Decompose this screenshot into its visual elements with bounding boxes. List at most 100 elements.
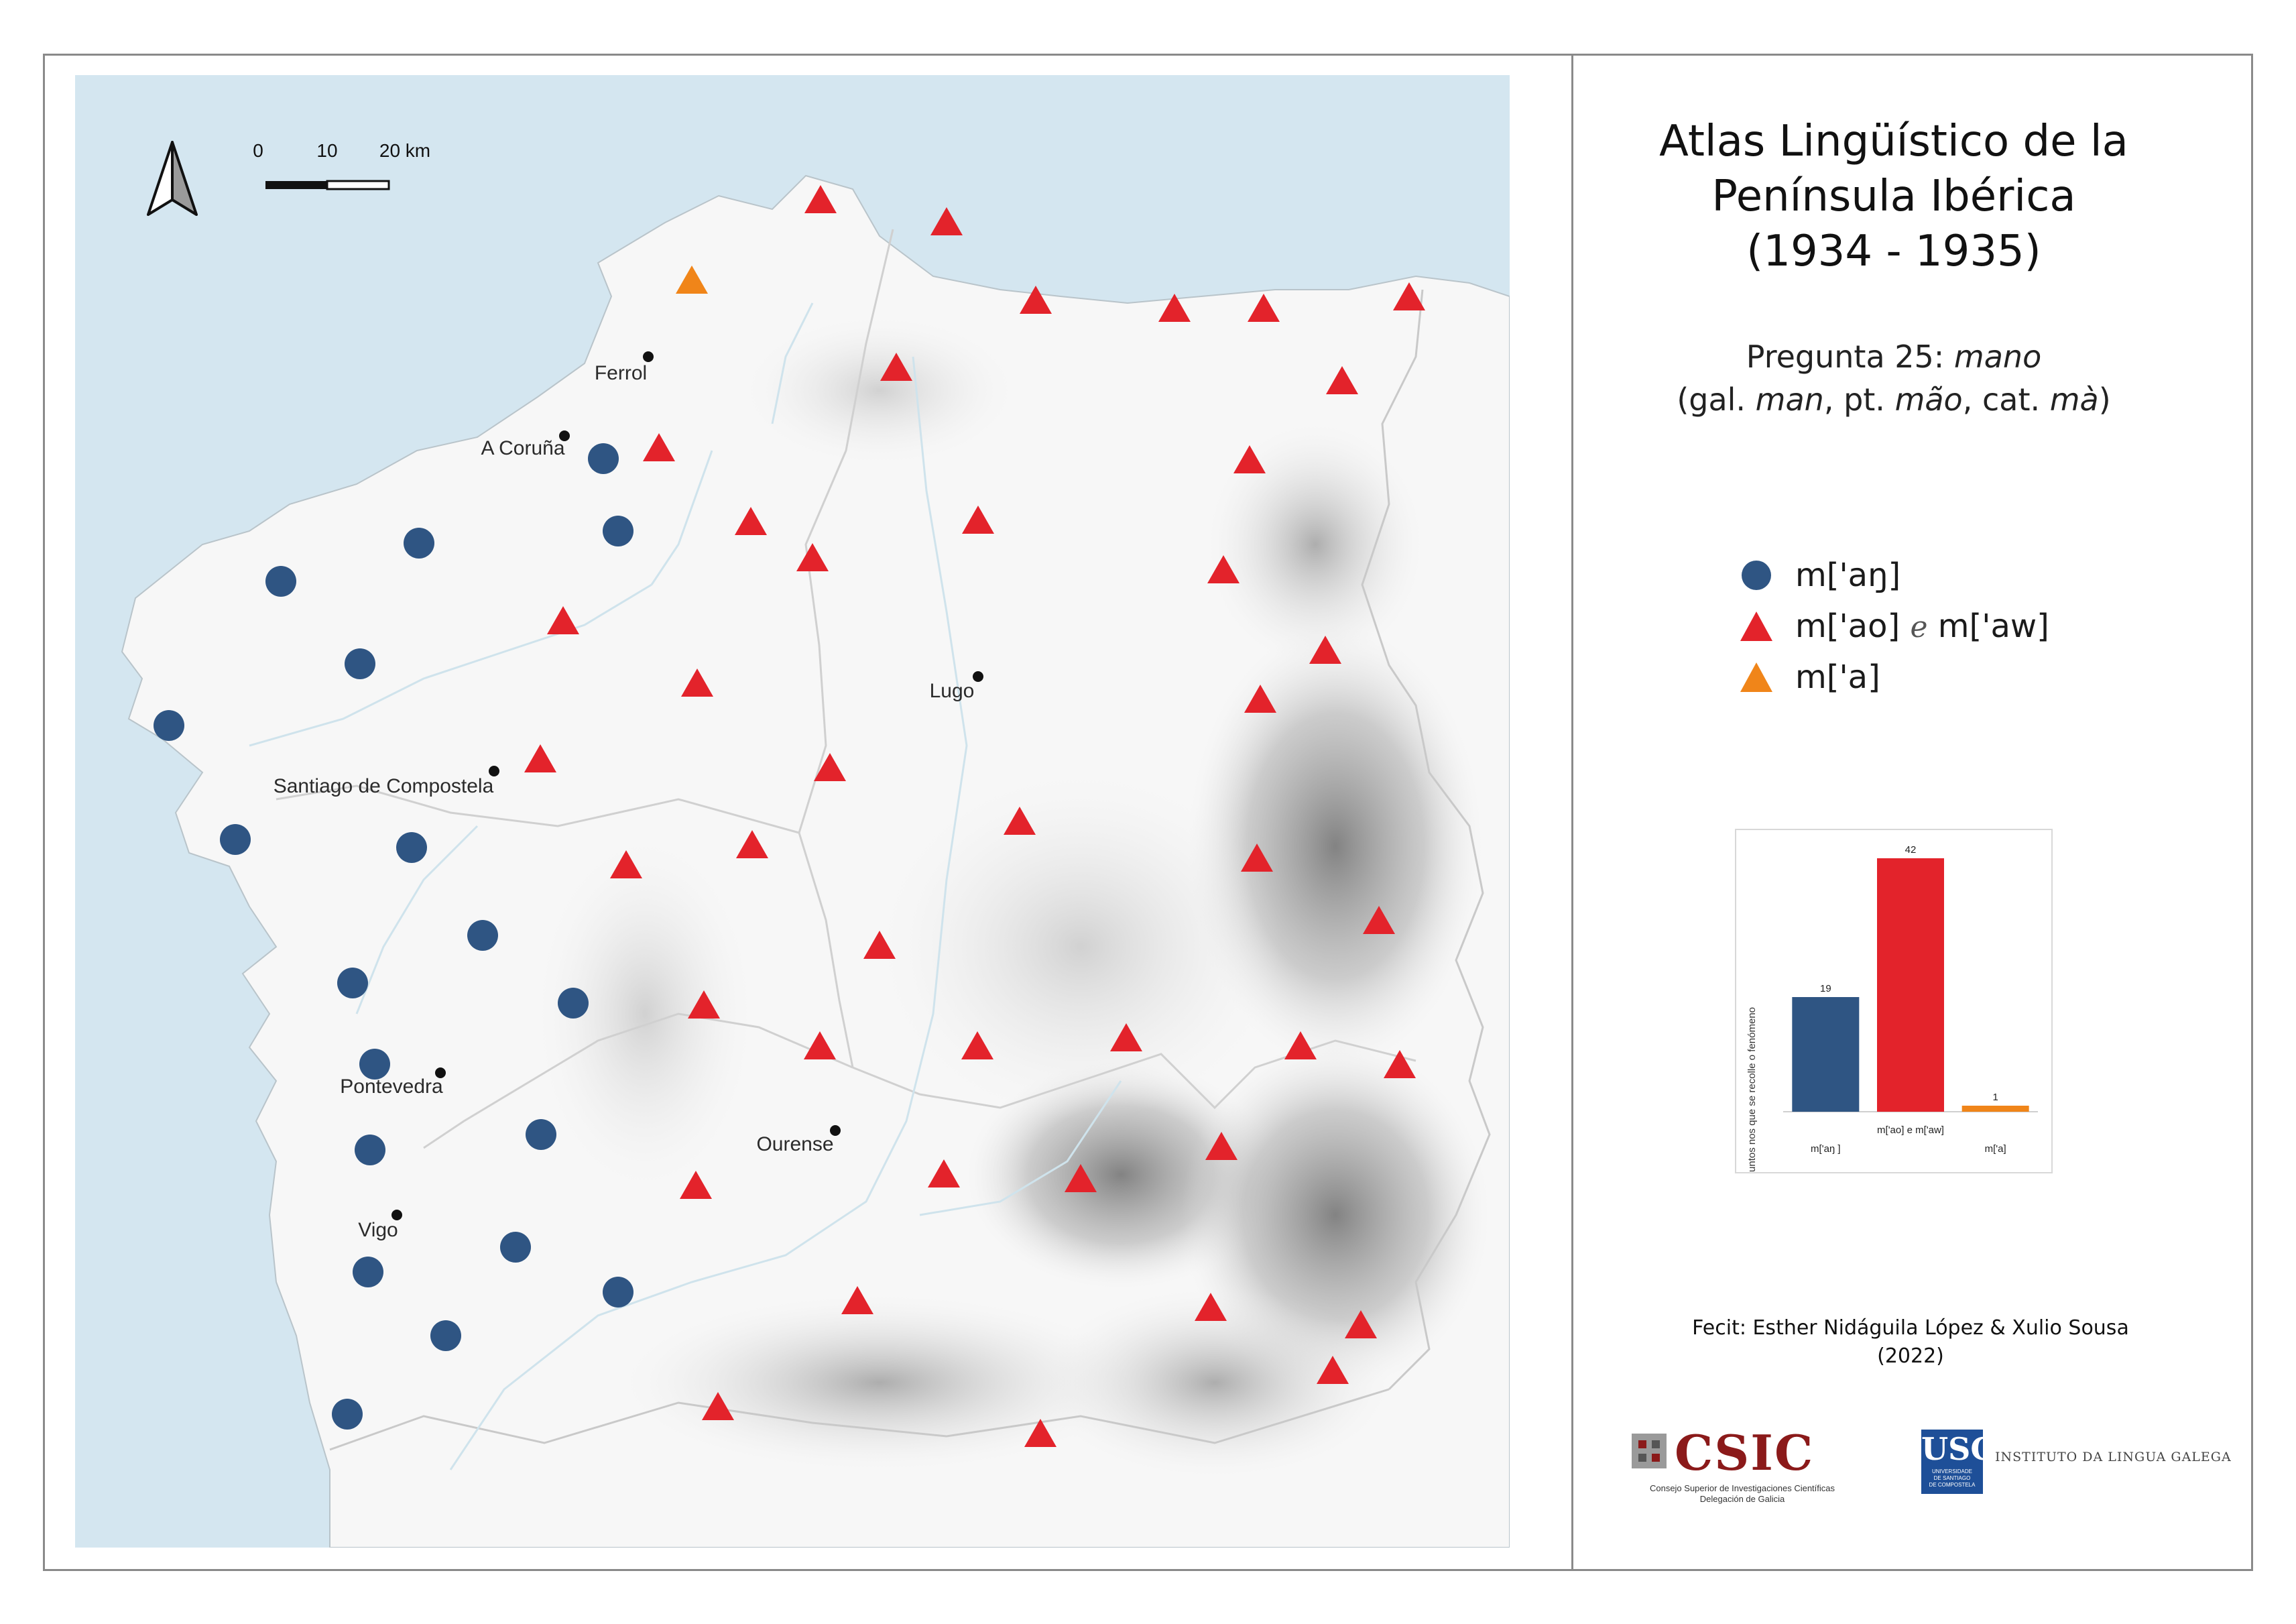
point-triangle-red[interactable] [1317, 1355, 1349, 1384]
point-triangle-red[interactable] [643, 432, 675, 461]
chart-bar [1792, 997, 1860, 1112]
point-triangle-red[interactable] [680, 1170, 712, 1199]
point-triangle-red[interactable] [804, 184, 837, 213]
point-triangle-red[interactable] [1158, 293, 1191, 322]
map-svg: 0 10 20 km Ferrol A Coruña Lugo Santiago… [75, 75, 1510, 1548]
point-circle[interactable] [154, 710, 184, 741]
point-triangle-red[interactable] [1393, 282, 1425, 310]
point-triangle-red[interactable] [814, 752, 846, 781]
point-triangle-red[interactable] [1384, 1049, 1416, 1078]
survey-points [154, 184, 1425, 1447]
point-circle[interactable] [404, 528, 434, 559]
point-circle[interactable] [500, 1232, 531, 1263]
point-triangle-red[interactable] [610, 850, 642, 878]
point-triangle-red[interactable] [1345, 1310, 1377, 1338]
point-circle[interactable] [337, 968, 368, 998]
point-triangle-red[interactable] [1241, 843, 1273, 872]
point-circle[interactable] [558, 988, 589, 1019]
point-triangle-red[interactable] [1248, 293, 1280, 322]
point-circle[interactable] [526, 1119, 556, 1150]
point-triangle-red[interactable] [688, 990, 720, 1019]
city-label-pontevedra: Pontevedra [340, 1076, 443, 1098]
point-circle[interactable] [588, 443, 619, 474]
city-label-a-coruna: A Coruña [481, 437, 564, 459]
point-triangle-red[interactable] [1065, 1163, 1097, 1192]
point-triangle-orange[interactable] [676, 265, 708, 294]
point-triangle-red[interactable] [547, 605, 579, 634]
chart-value-label: 42 [1905, 844, 1917, 856]
ilg-wordmark: INSTITUTO DA LINGUA GALEGA [1995, 1450, 2232, 1464]
point-triangle-red[interactable] [1024, 1418, 1056, 1447]
point-triangle-red[interactable] [736, 829, 768, 858]
point-triangle-red[interactable] [962, 505, 994, 534]
point-triangle-red[interactable] [930, 207, 963, 235]
credit-authors: Fecit: Esther Nidáguila López & Xulio So… [1692, 1316, 2129, 1340]
chart-bar [1961, 1106, 2029, 1112]
point-triangle-red[interactable] [928, 1159, 960, 1187]
csic-wordmark: CSIC [1675, 1424, 1815, 1481]
legend: m['aŋ] m['ao] e m['aw] m['a] [1736, 550, 2112, 703]
point-triangle-red[interactable] [1205, 1131, 1237, 1160]
blue-circle-icon [1736, 555, 1776, 595]
point-triangle-red[interactable] [1207, 555, 1240, 583]
legend-row-orange-triangle: m['a] [1736, 652, 2112, 703]
point-circle[interactable] [220, 824, 251, 855]
title-line-3: (1934 - 1935) [1746, 227, 2041, 276]
point-triangle-red[interactable] [702, 1391, 734, 1420]
point-triangle-red[interactable] [804, 1031, 836, 1059]
chart-ylabel: Puntos nos que se recolle o fenómeno [1746, 1007, 1758, 1172]
point-triangle-red[interactable] [1363, 905, 1395, 934]
point-circle[interactable] [345, 648, 375, 679]
legend-label-red-triangle: m['ao] e m['aw] [1795, 607, 2049, 645]
point-triangle-red[interactable] [1284, 1031, 1317, 1059]
point-circle[interactable] [265, 566, 296, 597]
point-triangle-red[interactable] [1233, 445, 1266, 473]
orange-triangle-icon [1736, 657, 1776, 697]
point-circle[interactable] [603, 1277, 633, 1308]
north-arrow-icon [147, 141, 198, 216]
chart-value-label: 1 [1992, 1092, 1998, 1103]
point-triangle-red[interactable] [1110, 1023, 1142, 1051]
csic-logo[interactable]: CSIC Consejo Superior de Investigaciones… [1622, 1424, 1844, 1509]
point-circle[interactable] [332, 1399, 363, 1430]
point-triangle-red[interactable] [863, 930, 896, 959]
gloss-pt-sep: , pt. [1823, 382, 1895, 418]
point-triangle-red[interactable] [841, 1285, 873, 1314]
point-triangle-red[interactable] [1326, 365, 1358, 394]
chart-category-label: m['a] [1985, 1143, 2006, 1155]
point-triangle-red[interactable] [1244, 684, 1276, 713]
summary-chart: Puntos nos que se recolle o fenómeno 19 m… [1735, 829, 2053, 1179]
gloss-cat-sep: , cat. [1962, 382, 2050, 418]
point-triangle-red[interactable] [735, 506, 767, 535]
city-dot-pontevedra [435, 1067, 446, 1078]
map-area[interactable]: 0 10 20 km Ferrol A Coruña Lugo Santiago… [75, 75, 1510, 1548]
point-circle[interactable] [467, 920, 498, 951]
point-triangle-red[interactable] [524, 744, 556, 772]
rivers [249, 302, 1122, 1470]
point-circle[interactable] [603, 516, 633, 546]
gloss-pt: mão [1894, 382, 1963, 418]
point-circle[interactable] [359, 1049, 390, 1080]
title-line-2: Península Ibérica [1711, 172, 2076, 221]
point-circle[interactable] [430, 1320, 461, 1351]
point-triangle-red[interactable] [796, 542, 829, 571]
usc-logo[interactable]: USC UNIVERSIDADE DE SANTIAGO DE COMPOSTE… [1921, 1430, 1995, 1494]
city-dot-a-coruna [559, 430, 570, 441]
point-circle[interactable] [396, 832, 427, 863]
point-triangle-red[interactable] [880, 352, 912, 381]
gloss-close: ) [2098, 382, 2111, 418]
question-prefix: Pregunta 25: [1746, 339, 1954, 375]
point-triangle-red[interactable] [1309, 635, 1341, 664]
point-triangle-red[interactable] [681, 668, 713, 697]
city-dot-vigo [391, 1210, 402, 1220]
point-circle[interactable] [355, 1135, 385, 1165]
point-triangle-red[interactable] [1004, 806, 1036, 835]
scale-bar: 0 10 20 km [253, 140, 430, 190]
point-triangle-red[interactable] [1020, 285, 1052, 314]
chart-category-label: m['ao] e m['aw] [1877, 1124, 1944, 1136]
point-triangle-red[interactable] [961, 1031, 993, 1059]
point-circle[interactable] [353, 1257, 383, 1287]
gloss-cat: mà [2049, 382, 2099, 418]
credit: Fecit: Esther Nidáguila López & Xulio So… [1636, 1314, 2185, 1371]
point-triangle-red[interactable] [1195, 1292, 1227, 1321]
